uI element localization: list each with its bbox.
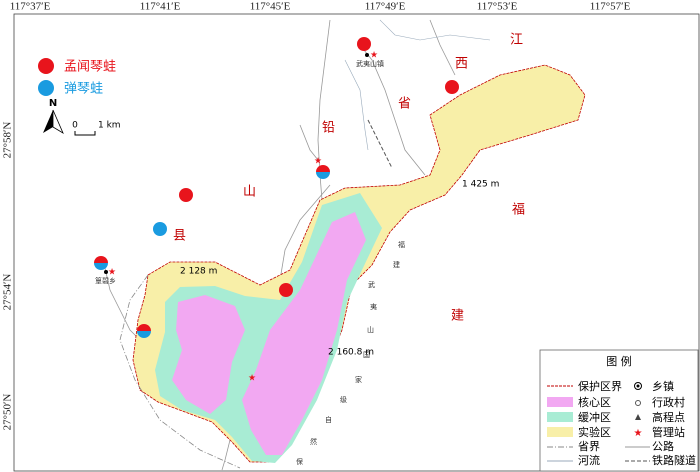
province-boundary: [119, 274, 241, 469]
legend-title: 图 例: [606, 354, 632, 368]
svg-text:★: ★: [248, 374, 256, 384]
latitude-label: 27°58′N: [2, 122, 14, 159]
longitude-label: 117°53′E: [477, 1, 518, 13]
county-label: 铅: [322, 121, 335, 136]
longitude-label: 117°57′E: [590, 1, 631, 13]
core-zone: [242, 212, 366, 455]
county-label: 山: [243, 185, 256, 200]
mixed-marker: [94, 256, 108, 270]
county-label: 县: [173, 229, 186, 244]
legend-label: 弹琴蛙: [64, 82, 103, 97]
legend-label: 河流: [578, 453, 600, 467]
legend-label: 管理站: [652, 425, 685, 439]
legend-label: 省界: [578, 440, 600, 453]
scale-label: 0: [72, 121, 78, 131]
reserve-label: 福: [398, 240, 405, 249]
reserve-label: 保: [296, 457, 303, 466]
reserve-label: 级: [340, 395, 347, 404]
blue-marker: [153, 222, 167, 236]
svg-text:★: ★: [634, 428, 643, 439]
province-label: 西: [455, 57, 468, 72]
latitude-label: 27°54′N: [2, 274, 14, 311]
elevation-label: 1 425 m: [462, 180, 499, 190]
svg-text:★: ★: [370, 51, 378, 61]
province-label: 建: [451, 309, 464, 324]
legend-label: 实验区: [578, 425, 611, 439]
legend-label: 孟闻琴蛙: [64, 60, 116, 75]
legend-label: 缓冲区: [578, 410, 611, 424]
legend: 图 例 保护区界 乡镇 核心区 行政村 缓冲区 高程点 实验区 ★ 管理站 省界…: [539, 349, 699, 472]
red-marker: [445, 80, 459, 94]
reserve-label: 自: [325, 415, 332, 424]
species-markers: ★ ★ ★ ★: [94, 37, 459, 384]
legend-label: 行政村: [652, 395, 685, 409]
core-zone: [172, 295, 245, 414]
province-label: 福: [512, 203, 525, 218]
elevation-label: 2 160.8 m: [328, 348, 374, 358]
reserve-label: 山: [367, 325, 374, 334]
mixed-marker: [316, 165, 330, 179]
red-marker: [179, 188, 193, 202]
reserve-label: 国: [363, 351, 370, 359]
latitude-label: 27°50′N: [2, 394, 14, 431]
longitude-label: 117°49′E: [365, 1, 406, 13]
legend-label: 公路: [652, 440, 674, 453]
legend-label: 保护区界: [578, 379, 622, 393]
scale-label: 1 km: [98, 121, 121, 131]
longitude-label: 117°41′E: [140, 1, 181, 13]
reserve-label: 夷: [370, 302, 377, 311]
legend-label: 乡镇: [652, 379, 674, 393]
svg-text:★: ★: [314, 157, 322, 167]
reserve-label: 建: [393, 260, 400, 269]
mixed-marker: [137, 324, 151, 338]
legend-label: 铁路隧道: [652, 453, 696, 467]
town-label: 武夷山镇: [356, 59, 384, 68]
latitude-labels: 27°58′N 27°54′N 27°50′N: [2, 122, 14, 431]
reserve-label: 然: [310, 437, 317, 446]
longitude-label: 117°45′E: [250, 1, 291, 13]
reserve-label: 家: [355, 375, 362, 384]
longitude-label: 117°37′E: [10, 1, 51, 13]
town-label: 篁碧乡: [95, 276, 116, 285]
map-labels: 铅 山 县 江 西 省 福 建 福 建 武 夷 山 国 家 级 自 然 保 1 …: [95, 33, 525, 467]
legend-label: 高程点: [652, 410, 685, 424]
province-label: 省: [398, 97, 411, 112]
reserve-label: 武: [368, 280, 375, 289]
longitude-labels: 117°37′E 117°41′E 117°45′E 117°49′E 117°…: [10, 1, 631, 13]
north-label: N: [49, 98, 57, 109]
red-marker: [279, 283, 293, 297]
province-label: 江: [510, 33, 523, 48]
svg-text:★: ★: [108, 268, 116, 278]
elevation-label: 2 128 m: [180, 267, 217, 277]
north-arrow-scale: N 0 1 km: [43, 98, 121, 136]
legend-label: 核心区: [578, 395, 611, 409]
red-marker: [357, 37, 371, 51]
species-legend: 孟闻琴蛙 弹琴蛙: [38, 58, 116, 97]
